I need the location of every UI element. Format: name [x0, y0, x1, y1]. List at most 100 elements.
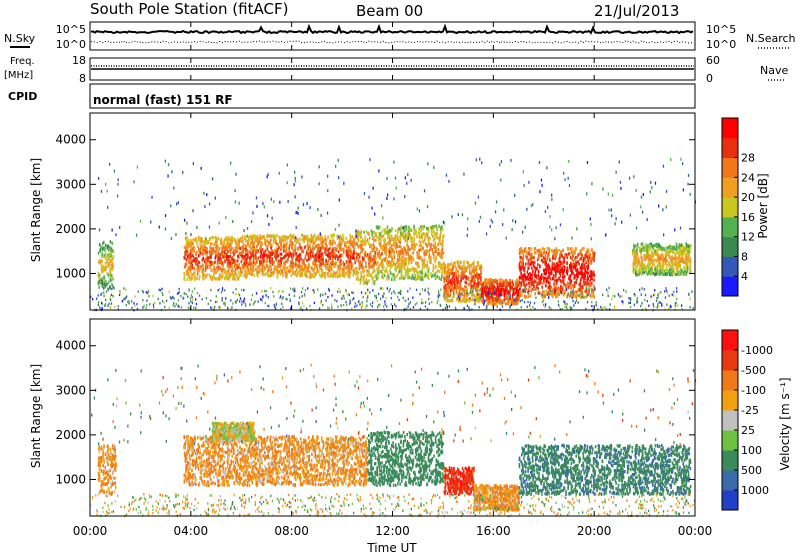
- heatmap-cell: [683, 261, 686, 265]
- heatmap-cell: [211, 262, 214, 266]
- heatmap-cell: [459, 266, 461, 270]
- heatmap-cell: [675, 267, 678, 271]
- heatmap-cell: [382, 265, 384, 269]
- heatmap-cell: [267, 267, 270, 271]
- heatmap-cell: [370, 273, 373, 277]
- heatmap-cell: [285, 245, 288, 249]
- heatmap-cell: [233, 260, 235, 264]
- heatmap-cell: [197, 260, 199, 264]
- heatmap-cell: [442, 234, 444, 238]
- heatmap-cell: [431, 225, 434, 229]
- heatmap-cell: [438, 240, 440, 245]
- heatmap-cell: [475, 274, 477, 278]
- heatmap-cell: [199, 242, 201, 246]
- heatmap-cell: [351, 251, 353, 256]
- heatmap-cell: [559, 288, 562, 292]
- heatmap-cell: [509, 297, 512, 301]
- heatmap-cell: [683, 248, 685, 252]
- heatmap-cell: [97, 280, 100, 284]
- heatmap-cell: [230, 245, 232, 249]
- heatmap-cell: [685, 266, 688, 270]
- heatmap-cell: [187, 269, 190, 273]
- heatmap-cell: [553, 274, 555, 278]
- heatmap-cell: [352, 245, 355, 249]
- heatmap-cell: [263, 260, 265, 264]
- heatmap-cell: [556, 261, 558, 265]
- heatmap-cell: [201, 252, 203, 256]
- heatmap-cell: [213, 268, 215, 272]
- heatmap-cell: [384, 258, 386, 262]
- heatmap-cell: [515, 279, 517, 283]
- heatmap-cell: [331, 249, 334, 253]
- heatmap-cell: [336, 237, 339, 241]
- heatmap-cell: [531, 282, 534, 286]
- heatmap-cell: [289, 241, 291, 245]
- heatmap-cell: [585, 250, 587, 254]
- heatmap-cell: [205, 259, 207, 263]
- heatmap-cell: [569, 284, 571, 288]
- heatmap-cell: [240, 268, 242, 272]
- heatmap-cell: [476, 274, 478, 278]
- heatmap-cell: [433, 246, 436, 250]
- heatmap-cell: [247, 254, 249, 258]
- heatmap-cell: [331, 242, 334, 246]
- heatmap-cell: [493, 284, 495, 288]
- heatmap-cell: [110, 267, 113, 271]
- heatmap-cell: [338, 272, 341, 276]
- heatmap-cell: [681, 248, 684, 252]
- heatmap-cell: [192, 246, 195, 250]
- heatmap-cell: [252, 257, 255, 262]
- heatmap-cell: [640, 255, 643, 259]
- heatmap-cell: [406, 250, 409, 254]
- heatmap-cell: [448, 289, 450, 293]
- heatmap-cell: [357, 253, 360, 257]
- heatmap-cell: [687, 244, 689, 248]
- heatmap-cell: [368, 256, 371, 260]
- heatmap-cell: [321, 255, 324, 259]
- heatmap-cell: [214, 270, 217, 274]
- heatmap-cell: [359, 244, 362, 248]
- heatmap-cell: [381, 260, 384, 264]
- heatmap-cell: [270, 243, 273, 247]
- heatmap-cell: [262, 273, 265, 277]
- heatmap-cell: [302, 268, 304, 272]
- heatmap-cell: [331, 258, 334, 262]
- heatmap-cell: [318, 259, 321, 264]
- heatmap-cell: [397, 230, 399, 234]
- heatmap-cell: [660, 270, 662, 274]
- heatmap-cell: [318, 237, 320, 241]
- heatmap-cell: [675, 244, 678, 248]
- heatmap-cell: [568, 266, 571, 270]
- heatmap-cell: [649, 262, 652, 266]
- heatmap-cell: [531, 261, 534, 265]
- heatmap-cell: [670, 272, 672, 276]
- heatmap-cell: [221, 246, 224, 251]
- heatmap-cell: [428, 236, 430, 240]
- heatmap-cell: [650, 267, 652, 271]
- heatmap-cell: [357, 271, 360, 275]
- heatmap-cell: [424, 234, 426, 238]
- heatmap-cell: [242, 247, 244, 251]
- heatmap-cell: [325, 248, 327, 252]
- heatmap-cell: [549, 271, 552, 276]
- heatmap-cell: [400, 251, 402, 255]
- heatmap-cell: [638, 259, 641, 263]
- heatmap-cell: [537, 291, 540, 295]
- heatmap-cell: [527, 294, 530, 298]
- heatmap-cell: [592, 253, 594, 257]
- heatmap-cell: [430, 260, 432, 265]
- heatmap-cell: [524, 272, 526, 277]
- heatmap-cell: [480, 271, 482, 275]
- heatmap-cell: [495, 302, 498, 306]
- heatmap-cell: [290, 243, 292, 247]
- heatmap-cell: [533, 247, 536, 251]
- heatmap-cell: [353, 251, 356, 255]
- heatmap-cell: [204, 249, 207, 253]
- heatmap-cell: [567, 247, 569, 251]
- heatmap-cell: [442, 236, 444, 240]
- heatmap-cell: [422, 275, 424, 279]
- heatmap-cell: [526, 250, 529, 254]
- heatmap-cell: [346, 255, 349, 259]
- heatmap-cell: [396, 237, 399, 242]
- heatmap-cell: [534, 266, 537, 270]
